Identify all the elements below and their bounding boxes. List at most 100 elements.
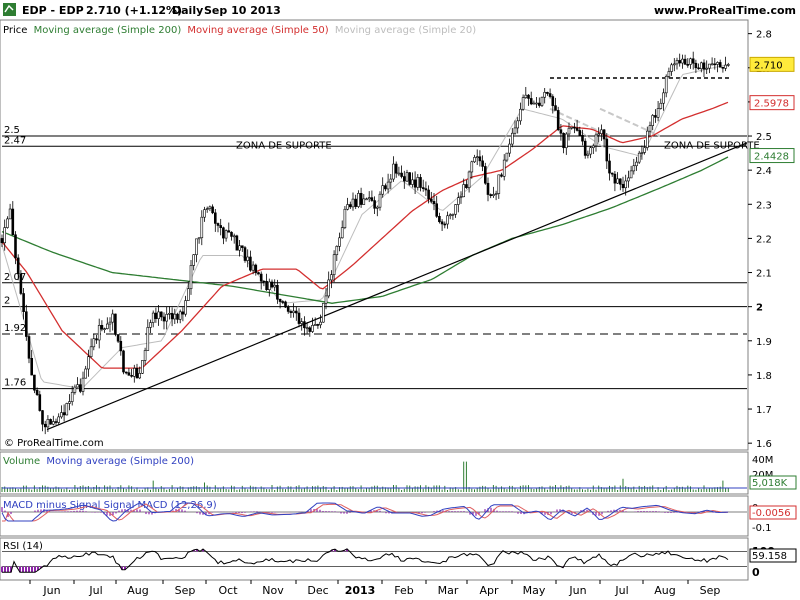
candle-body — [254, 264, 258, 273]
macd-panel — [0, 495, 749, 537]
candle-body — [597, 133, 601, 136]
candle-body — [656, 108, 660, 118]
candle-body — [640, 152, 644, 154]
candle-body — [454, 204, 457, 215]
candle-body — [357, 193, 360, 207]
candle-body — [419, 177, 422, 188]
candle-body — [60, 412, 63, 418]
price-tick-label: 1.7 — [756, 405, 772, 416]
price-tick-label: 2.2 — [756, 234, 772, 245]
candle-body — [43, 423, 47, 428]
candle-body — [713, 63, 717, 66]
candle-body — [651, 115, 655, 126]
candle-body — [583, 140, 587, 156]
candle-body — [554, 105, 557, 111]
candle-body — [232, 235, 236, 238]
candle-body — [313, 324, 317, 326]
candle-body — [57, 416, 61, 423]
candle-body — [270, 281, 274, 288]
candle-body — [510, 132, 514, 145]
candle-body — [670, 64, 673, 72]
candle-body — [216, 223, 220, 226]
candle-body — [613, 173, 617, 184]
candle-body — [535, 102, 538, 105]
candle-body — [632, 165, 636, 172]
candle-body — [87, 356, 90, 370]
price-panel — [0, 19, 749, 451]
candle-body — [681, 58, 684, 64]
candle-body — [386, 181, 390, 190]
candle-body — [135, 367, 139, 379]
candle-body — [316, 324, 320, 326]
candle-body — [176, 313, 179, 320]
candle-body — [384, 185, 387, 190]
last-value-tag — [749, 56, 795, 72]
candle-body — [378, 193, 382, 208]
candle-body — [411, 179, 414, 185]
candle-body — [370, 197, 374, 201]
x-month-label: Sep — [700, 584, 721, 597]
candle-body — [648, 125, 652, 132]
candle-body — [294, 310, 298, 314]
candle-body — [489, 194, 493, 197]
candle-body — [343, 208, 347, 229]
candle-body — [440, 221, 444, 225]
candle-body — [578, 130, 582, 136]
candle-body — [149, 322, 152, 328]
candle-body — [79, 384, 82, 392]
candle-body — [33, 374, 36, 391]
candle-body — [381, 185, 385, 195]
candle-body — [605, 138, 609, 162]
candle-body — [41, 410, 44, 425]
candle-body — [470, 161, 474, 173]
candle-body — [319, 321, 322, 326]
candle-body — [627, 177, 630, 182]
candle-body — [68, 401, 71, 404]
candle-body — [718, 62, 722, 68]
candle-body — [330, 274, 333, 281]
candle-body — [686, 64, 690, 66]
candle-body — [529, 98, 533, 105]
candle-body — [362, 198, 366, 205]
candle-body — [400, 172, 403, 177]
candle-body — [524, 94, 528, 98]
candle-body — [492, 194, 495, 197]
candle-body — [548, 93, 552, 97]
candle-body — [267, 281, 271, 290]
header-date: Sep 10 2013 — [204, 4, 281, 17]
x-month-label: May — [523, 584, 546, 597]
candle-body — [165, 313, 168, 322]
candle-body — [19, 273, 23, 294]
rsi-last-value: 59.158 — [752, 551, 787, 562]
level-label: 1.92 — [4, 323, 26, 334]
header-price: 2.710 (+1.12%) — [86, 4, 182, 17]
candle-body — [405, 172, 409, 182]
candle-body — [297, 312, 301, 324]
legend-ma50: Moving average (Simple 50) — [187, 25, 328, 36]
candle-body — [408, 172, 412, 185]
candle-body — [62, 412, 66, 416]
candle-body — [481, 160, 484, 167]
candle-body — [478, 156, 482, 162]
candle-body — [689, 58, 692, 65]
candle-body — [635, 161, 638, 167]
candle-body — [246, 256, 249, 261]
candle-body — [265, 280, 268, 290]
candle-body — [119, 340, 123, 352]
x-month-label: Jul — [614, 584, 628, 597]
candle-body — [8, 208, 12, 220]
candle-body — [702, 62, 706, 70]
candle-body — [610, 172, 614, 175]
candle-body — [340, 227, 344, 239]
volume-legend-ma: Moving average (Simple 200) — [46, 456, 194, 467]
candle-body — [327, 279, 331, 297]
macd-legend: MACD minus Signal Signal MACD (12,26,9) — [3, 500, 217, 511]
candle-body — [205, 208, 209, 210]
candle-body — [151, 312, 155, 323]
candle-body — [249, 256, 252, 271]
candle-body — [543, 91, 547, 98]
candle-body — [284, 301, 287, 308]
candle-body — [49, 419, 52, 425]
candle-body — [513, 127, 517, 134]
candle-body — [373, 200, 376, 209]
